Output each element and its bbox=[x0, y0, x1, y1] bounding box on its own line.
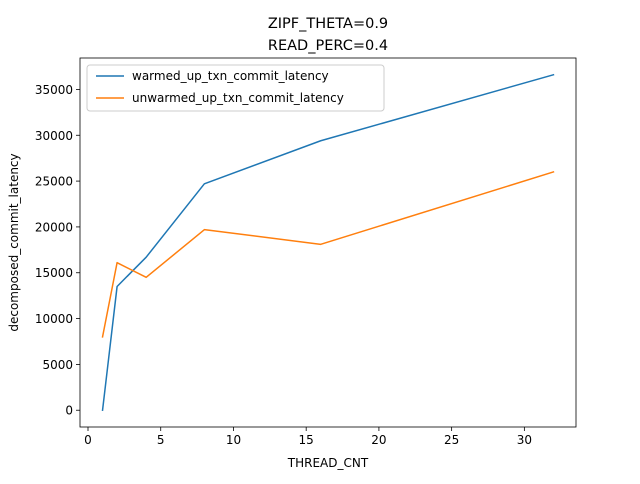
y-tick-label: 35000 bbox=[35, 83, 73, 97]
plot-frame bbox=[79, 57, 577, 428]
x-tick-label: 10 bbox=[226, 433, 241, 447]
y-axis-label: decomposed_commit_latency bbox=[7, 153, 21, 331]
y-tick-label: 5000 bbox=[42, 358, 73, 372]
series-lines bbox=[101, 73, 555, 412]
x-tick-label: 5 bbox=[157, 433, 165, 447]
y-tick-label: 30000 bbox=[35, 129, 73, 143]
series-line-unwarmed bbox=[101, 170, 555, 338]
x-tick-label: 25 bbox=[444, 433, 459, 447]
x-axis-label: THREAD_CNT bbox=[287, 456, 369, 470]
y-tick-label: 0 bbox=[65, 404, 73, 418]
legend-label-unwarmed: unwarmed_up_txn_commit_latency bbox=[132, 91, 344, 105]
chart-title: ZIPF_THETA=0.9 bbox=[268, 16, 388, 32]
chart-subtitle: READ_PERC=0.4 bbox=[268, 38, 388, 54]
x-tick-label: 20 bbox=[371, 433, 386, 447]
x-tick-label: 30 bbox=[517, 433, 532, 447]
y-tick-label: 15000 bbox=[35, 266, 73, 280]
legend: warmed_up_txn_commit_latency unwarmed_up… bbox=[86, 64, 385, 112]
y-tick-label: 20000 bbox=[35, 220, 73, 234]
legend-box bbox=[86, 64, 385, 112]
series-line-warmed bbox=[101, 73, 555, 412]
x-tick-label: 0 bbox=[84, 433, 92, 447]
y-tick-label: 25000 bbox=[35, 175, 73, 189]
x-tick-label: 15 bbox=[299, 433, 314, 447]
y-tick-label: 10000 bbox=[35, 312, 73, 326]
legend-label-warmed: warmed_up_txn_commit_latency bbox=[132, 69, 329, 83]
axis-ticks: 0 5 10 15 20 25 30 0 5000 10000 15000 20000 25000 300… bbox=[35, 83, 532, 447]
